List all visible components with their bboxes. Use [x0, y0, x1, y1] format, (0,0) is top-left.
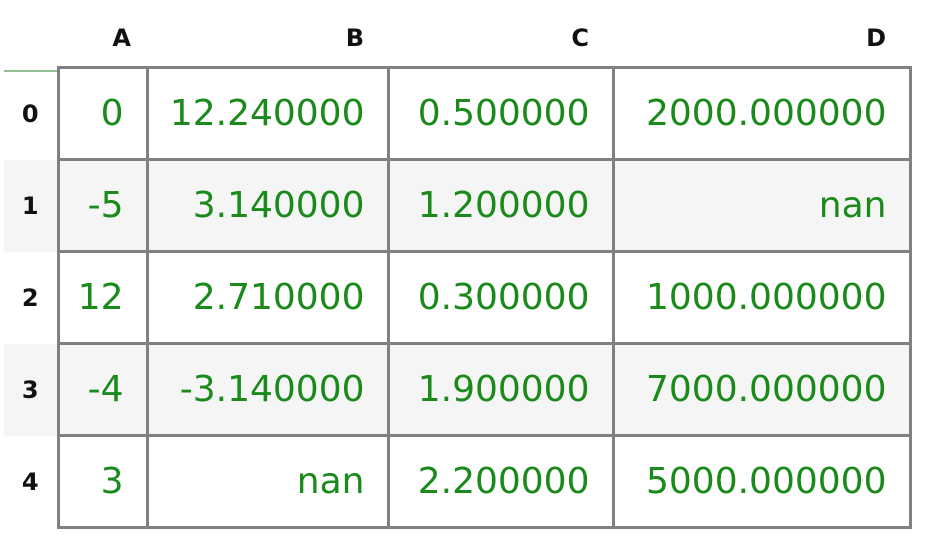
row-index: 3: [4, 343, 58, 436]
column-header-c: C: [571, 24, 589, 52]
table-row: 3 -4 -3.140000 1.900000 7000.000000: [4, 342, 912, 437]
row-index: 0: [21, 99, 39, 128]
cell-a: 0: [56, 66, 149, 161]
cell-d: 2000.000000: [611, 66, 912, 161]
column-header-d: D: [866, 24, 886, 52]
cell-a: 12: [56, 250, 149, 345]
cell-d: 1000.000000: [611, 250, 912, 345]
header-divider: [4, 70, 58, 72]
cell-a: -5: [56, 158, 149, 253]
row-index: 2: [21, 283, 39, 312]
cell-d: nan: [611, 158, 912, 253]
header-row: A B C D: [4, 10, 910, 68]
cell-a: -4: [56, 342, 149, 437]
cell-c: 1.200000: [386, 158, 615, 253]
cell-b: 12.240000: [145, 66, 390, 161]
table-row: 0 0 12.240000 0.500000 2000.000000: [4, 66, 912, 161]
index-corner: [4, 10, 58, 68]
cell-d: 5000.000000: [611, 434, 912, 529]
cell-d: 7000.000000: [611, 342, 912, 437]
table-row: 2 12 2.710000 0.300000 1000.000000: [4, 250, 912, 345]
row-index: 1: [4, 159, 58, 252]
cell-b: 3.140000: [145, 158, 390, 253]
row-index: 4: [21, 467, 39, 496]
cell-b: nan: [145, 434, 390, 529]
column-header-b: B: [345, 24, 364, 52]
column-header-a: A: [112, 24, 131, 52]
cell-c: 2.200000: [386, 434, 615, 529]
dataframe-container: A B C D 0 0 12.240000 0.500000 2000.0000…: [4, 10, 912, 529]
cell-b: -3.140000: [145, 342, 390, 437]
cell-c: 0.500000: [386, 66, 615, 161]
table-row: 4 3 nan 2.200000 5000.000000: [4, 434, 912, 529]
cell-b: 2.710000: [145, 250, 390, 345]
dataframe-table: A B C D 0 0 12.240000 0.500000 2000.0000…: [4, 10, 912, 529]
cell-c: 0.300000: [386, 250, 615, 345]
cell-a: 3: [56, 434, 149, 529]
cell-c: 1.900000: [386, 342, 615, 437]
table-row: 1 -5 3.140000 1.200000 nan: [4, 158, 912, 253]
